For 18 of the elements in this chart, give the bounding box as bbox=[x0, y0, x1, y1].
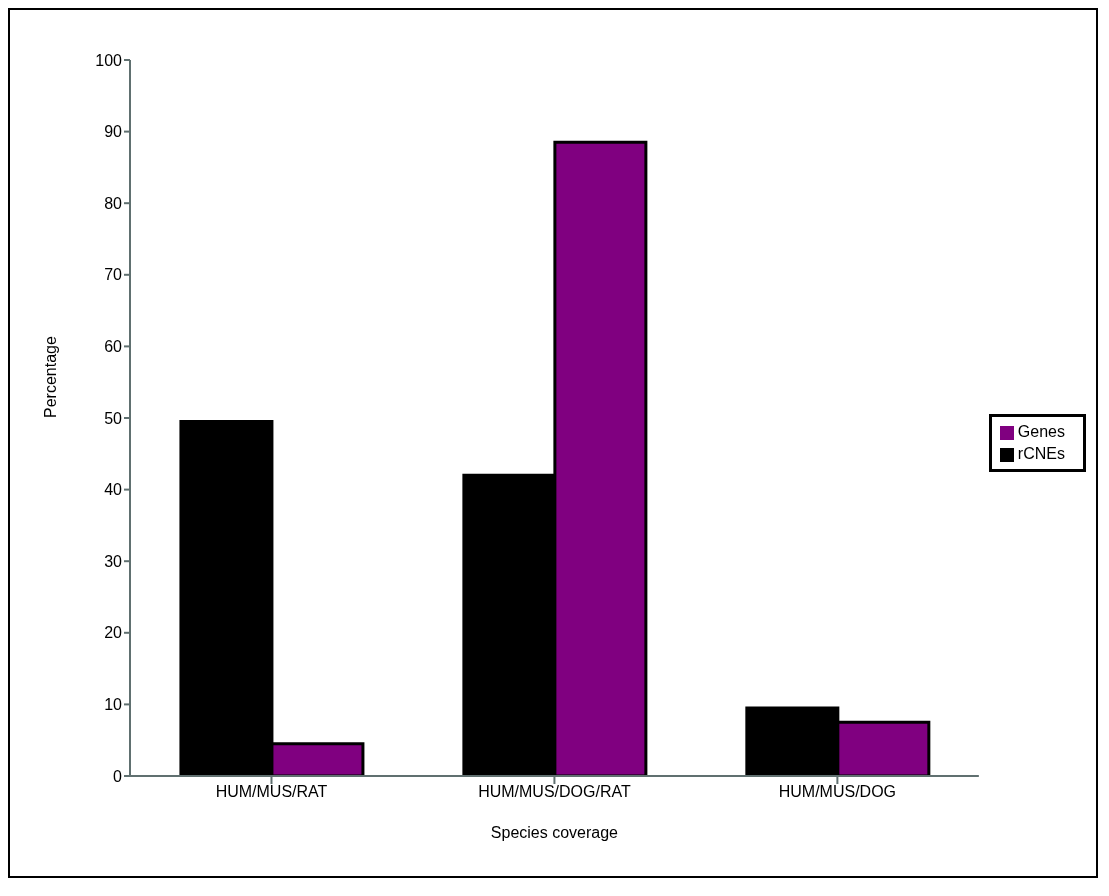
y-tick-label: 30 bbox=[104, 552, 123, 570]
legend-label: rCNEs bbox=[1017, 445, 1065, 462]
legend-label: Genes bbox=[1017, 423, 1065, 440]
y-tick-label: 0 bbox=[113, 767, 123, 785]
y-tick-label: 80 bbox=[104, 194, 123, 212]
x-tick-label: HUM/MUS/DOG bbox=[778, 783, 897, 801]
y-tick-label: 100 bbox=[95, 51, 123, 69]
y-tick-label: 70 bbox=[104, 266, 123, 284]
y-tick-label: 90 bbox=[104, 123, 123, 141]
x-tick-label: HUM/MUS/DOG/RAT bbox=[478, 783, 631, 801]
x-tick-label: HUM/MUS/RAT bbox=[215, 783, 328, 801]
y-axis-title: Percentage bbox=[41, 336, 59, 418]
y-tick-label: 10 bbox=[104, 696, 123, 714]
y-tick-label: 20 bbox=[104, 624, 123, 642]
y-tick-label: 60 bbox=[104, 338, 123, 356]
y-tick-label: 40 bbox=[104, 481, 123, 499]
x-axis-title: Species coverage bbox=[490, 824, 619, 841]
y-tick-label: 50 bbox=[104, 409, 123, 427]
